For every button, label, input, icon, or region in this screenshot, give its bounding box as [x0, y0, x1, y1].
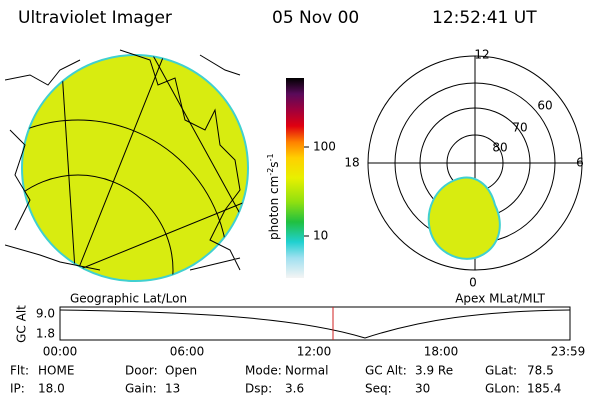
status-value: Open [165, 364, 197, 378]
geo-image [5, 49, 249, 282]
lat-label: 80 [492, 141, 507, 155]
status-value: 78.5 [527, 364, 554, 378]
alt-xtick-label: 18:00 [424, 345, 459, 359]
alt-ylabel: GC Alt [15, 305, 29, 343]
unit: photon cm [267, 176, 281, 240]
alt-xtick-label: 12:00 [297, 345, 332, 359]
auroral-oval [427, 176, 501, 260]
colorbar-label: photon cm-2s-1 [266, 153, 281, 240]
status-label: Gain: [125, 382, 157, 396]
status-panel: Flt: HOME Door: Open Mode: Normal GC Alt: 3.9 R… [10, 364, 561, 396]
mlt-label: 18 [344, 156, 359, 170]
alt-ytick-label: 9.0 [36, 307, 55, 321]
mlt-label: 12 [474, 48, 489, 62]
status-value: 185.4 [527, 382, 561, 396]
alt-xticks: 00:00 06:00 12:00 18:00 23:59 [43, 345, 586, 359]
status-label: Flt: [10, 364, 29, 378]
title: Ultraviolet Imager [18, 8, 172, 28]
unit: s [267, 161, 281, 167]
alt-xtick-label: 06:00 [170, 345, 205, 359]
geo-label: Geographic Lat/Lon [70, 292, 187, 306]
alt-xtick-label: 23:59 [551, 345, 586, 359]
status-label: Door: [125, 364, 158, 378]
date: 05 Nov 00 [272, 8, 359, 28]
alt-curve [59, 309, 571, 339]
alt-plot-frame [59, 306, 571, 341]
alt-ytick-label: 1.8 [36, 327, 55, 341]
status-value: 3.6 [285, 382, 304, 396]
status-value: HOME [38, 364, 74, 378]
colorbar [286, 78, 304, 278]
status-label: Dsp: [245, 382, 272, 396]
mlt-label: 6 [576, 156, 584, 170]
lat-label: 60 [537, 99, 552, 113]
lat-label: 70 [512, 121, 527, 135]
status-value: 18.0 [38, 382, 65, 396]
colorbar-tick-label: 100 [313, 140, 336, 154]
colorbar-tick-label: 10 [313, 229, 328, 243]
polar-label: Apex MLat/MLT [455, 292, 545, 306]
unit-exp: -1 [266, 153, 275, 161]
status-label: GLat: [485, 364, 517, 378]
status-value: 3.9 Re [415, 364, 453, 378]
status-value: 13 [165, 382, 180, 396]
mlt-label: 0 [469, 276, 477, 290]
status-label: IP: [10, 382, 25, 396]
unit-exp: -2 [266, 168, 275, 176]
status-value: Normal [285, 364, 328, 378]
alt-xtick-label: 00:00 [43, 345, 78, 359]
time: 12:52:41 UT [432, 8, 537, 28]
status-label: GC Alt: [365, 364, 407, 378]
status-label: GLon: [485, 382, 520, 396]
status-value: 30 [415, 382, 430, 396]
status-label: Mode: [245, 364, 282, 378]
status-label: Seq: [365, 382, 392, 396]
